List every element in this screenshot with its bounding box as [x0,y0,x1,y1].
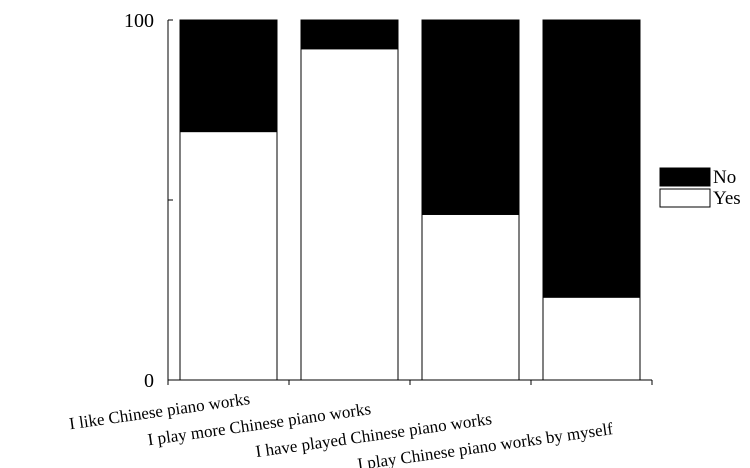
y-tick-label: 100 [124,10,154,32]
bar-yes-4 [542,296,641,381]
legend-label-no: No [713,167,736,188]
bar-yes-2 [300,48,399,381]
y-tick-label: 0 [144,370,154,392]
bar-no-1 [179,19,278,133]
legend-swatch-yes [659,188,711,208]
bar-no-4 [542,19,641,298]
bars-group [179,19,641,381]
bar-no-3 [421,19,520,215]
legend-swatch-no [659,167,711,187]
bar-yes-1 [179,131,278,381]
bar-no-2 [300,19,399,50]
bar-yes-3 [421,213,520,381]
y-ticks-group: 0 100 [124,10,173,392]
legend-label-yes: Yes [713,188,741,209]
